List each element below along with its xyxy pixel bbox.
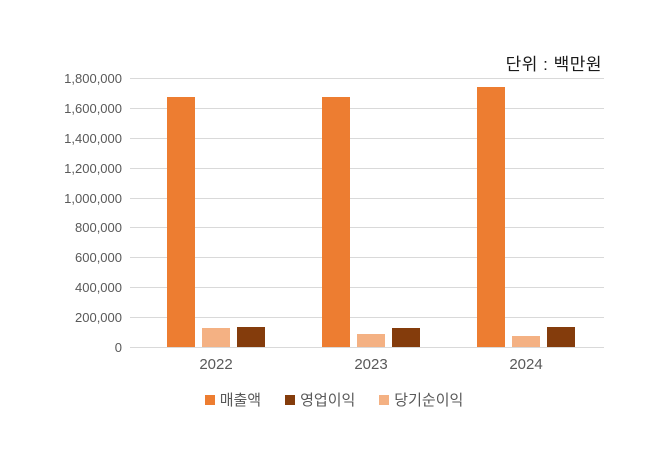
y-axis-tick-label: 1,600,000 xyxy=(64,101,122,116)
y-axis-tick-label: 200,000 xyxy=(75,310,122,325)
legend: 매출액 영업이익 당기순이익 xyxy=(0,389,668,410)
y-axis-tick-label: 400,000 xyxy=(75,280,122,295)
legend-swatch-icon xyxy=(204,394,215,405)
gridline xyxy=(130,198,604,199)
bar-revenue xyxy=(322,97,350,347)
bar-net_income xyxy=(357,334,385,347)
y-axis-tick-label: 1,800,000 xyxy=(64,71,122,86)
legend-item-label: 매출액 xyxy=(219,392,262,409)
legend-swatch-icon xyxy=(285,394,296,405)
gridline xyxy=(130,168,604,169)
bar-net_income xyxy=(202,328,230,347)
legend-item-revenue: 매출액 xyxy=(204,389,262,410)
legend-item-label: 당기순이익 xyxy=(394,392,464,409)
gridline xyxy=(130,257,604,258)
gridline xyxy=(130,287,604,288)
y-axis-tick-label: 1,200,000 xyxy=(64,161,122,176)
bar-operating_profit xyxy=(392,328,420,347)
legend-item-net_income: 당기순이익 xyxy=(379,389,463,410)
y-axis-tick-label: 0 xyxy=(114,340,122,355)
legend-item-operating_profit: 영업이익 xyxy=(285,389,355,410)
gridline xyxy=(130,227,604,228)
unit-label: 단위 : 백만원 xyxy=(505,55,602,74)
y-axis-tick-label: 1,400,000 xyxy=(64,131,122,146)
bar-net_income xyxy=(512,336,540,347)
y-axis-tick-label: 800,000 xyxy=(75,220,122,235)
y-axis-tick-label: 600,000 xyxy=(75,250,122,265)
gridline xyxy=(130,78,604,79)
gridline xyxy=(130,138,604,139)
legend-item-label: 영업이익 xyxy=(300,392,356,409)
x-axis-label-2024: 2024 xyxy=(509,356,543,373)
gridline xyxy=(130,108,604,109)
legend-swatch-icon xyxy=(379,394,390,405)
x-axis-label-2023: 2023 xyxy=(354,356,388,373)
bar-revenue xyxy=(477,87,505,347)
bar-revenue xyxy=(167,97,195,347)
gridline xyxy=(130,317,604,318)
gridline xyxy=(130,347,604,348)
bar-operating_profit xyxy=(547,327,575,347)
bar-operating_profit xyxy=(237,327,265,347)
y-axis-tick-label: 1,000,000 xyxy=(64,191,122,206)
x-axis-label-2022: 2022 xyxy=(199,356,233,373)
